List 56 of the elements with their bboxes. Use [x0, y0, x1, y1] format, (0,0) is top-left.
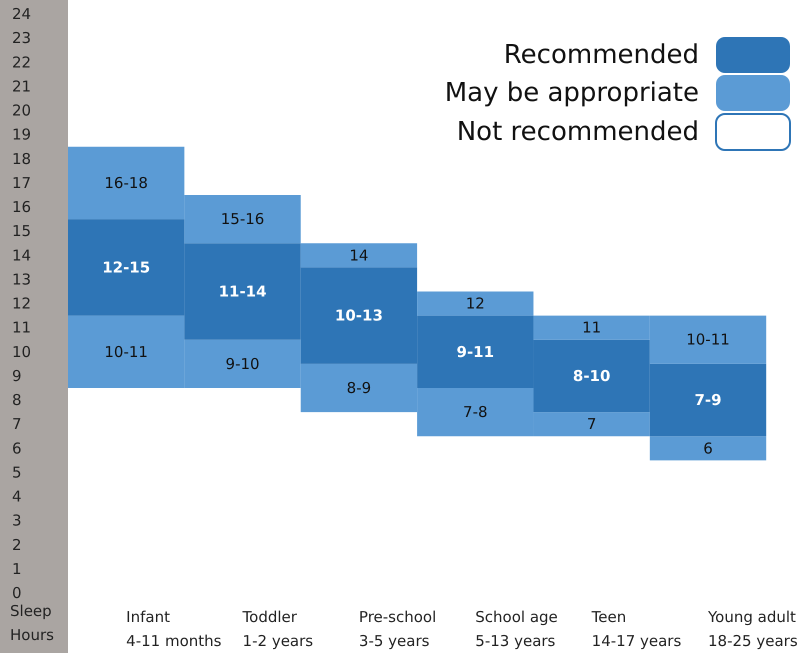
y-tick-label: 2: [12, 536, 22, 554]
y-tick-label: 23: [12, 29, 32, 48]
y-tick-label: 10: [12, 342, 32, 361]
data-label: 9-10: [226, 354, 260, 373]
legend-label: May be appropriate: [444, 78, 699, 108]
data-label: 15-16: [220, 210, 264, 228]
data-label: 7: [586, 415, 596, 434]
y-tick-label: 8: [12, 391, 22, 409]
data-label: 6: [703, 439, 713, 458]
x-tick-label: Pre-school 3-5 years: [358, 608, 436, 650]
x-tick-label: Infant 4-11 months: [126, 608, 222, 650]
x-tick-label: School age 5-13 years: [475, 608, 558, 650]
y-tick-label: 12: [12, 294, 32, 312]
y-tick-label: 0: [12, 584, 22, 602]
legend-label: Recommended: [504, 40, 699, 70]
data-label: 11: [582, 318, 602, 337]
y-tick-label: 9: [12, 366, 22, 385]
y-tick-label: 21: [12, 77, 32, 96]
y-tick-label: 22: [12, 53, 32, 72]
legend-label: Not recommended: [456, 117, 699, 147]
y-tick-label: 3: [12, 512, 22, 530]
y-tick-label: 17: [12, 174, 32, 192]
data-label: 8-9: [346, 378, 372, 397]
data-label: 10-11: [686, 330, 730, 349]
data-label: 9-11: [456, 342, 494, 361]
data-label: 8-10: [572, 366, 610, 385]
x-tick-label: Young adult 18-25 years: [707, 608, 798, 650]
x-tick-label: Toddler 1-2 years: [242, 608, 314, 650]
y-tick-label: 14: [12, 246, 32, 264]
y-tick-label: 20: [12, 102, 32, 120]
bar: [417, 291, 534, 316]
data-label: 10-11: [104, 342, 148, 361]
y-tick-label: 11: [12, 318, 32, 337]
y-tick-label: 1: [12, 560, 22, 578]
y-tick-label: 18: [12, 150, 32, 168]
y-tick-label: 19: [12, 126, 32, 144]
y-tick-label: 6: [12, 439, 22, 458]
bar: [300, 243, 418, 268]
data-label: 16-18: [104, 174, 148, 192]
y-tick-label: 4: [12, 488, 22, 506]
x-tick-label: Teen 14-17 years: [590, 608, 682, 650]
data-label: 12: [466, 294, 485, 312]
data-label: 10-13: [334, 306, 383, 325]
y-tick-label: 15: [12, 222, 32, 240]
bar: [650, 436, 766, 460]
data-label: 7-8: [463, 403, 488, 422]
y-tick-label: 5: [12, 463, 22, 482]
data-label: 7-9: [694, 391, 722, 409]
y-tick-label: 7: [12, 415, 22, 434]
data-label: 12-15: [102, 258, 150, 276]
y-tick-label: 24: [12, 5, 32, 23]
data-label: 14: [349, 246, 368, 264]
y-tick-label: 16: [12, 198, 32, 216]
y-axis-title: Sleep Hours: [10, 602, 56, 644]
y-tick-label: 13: [12, 270, 32, 288]
data-label: 11-14: [218, 282, 267, 300]
